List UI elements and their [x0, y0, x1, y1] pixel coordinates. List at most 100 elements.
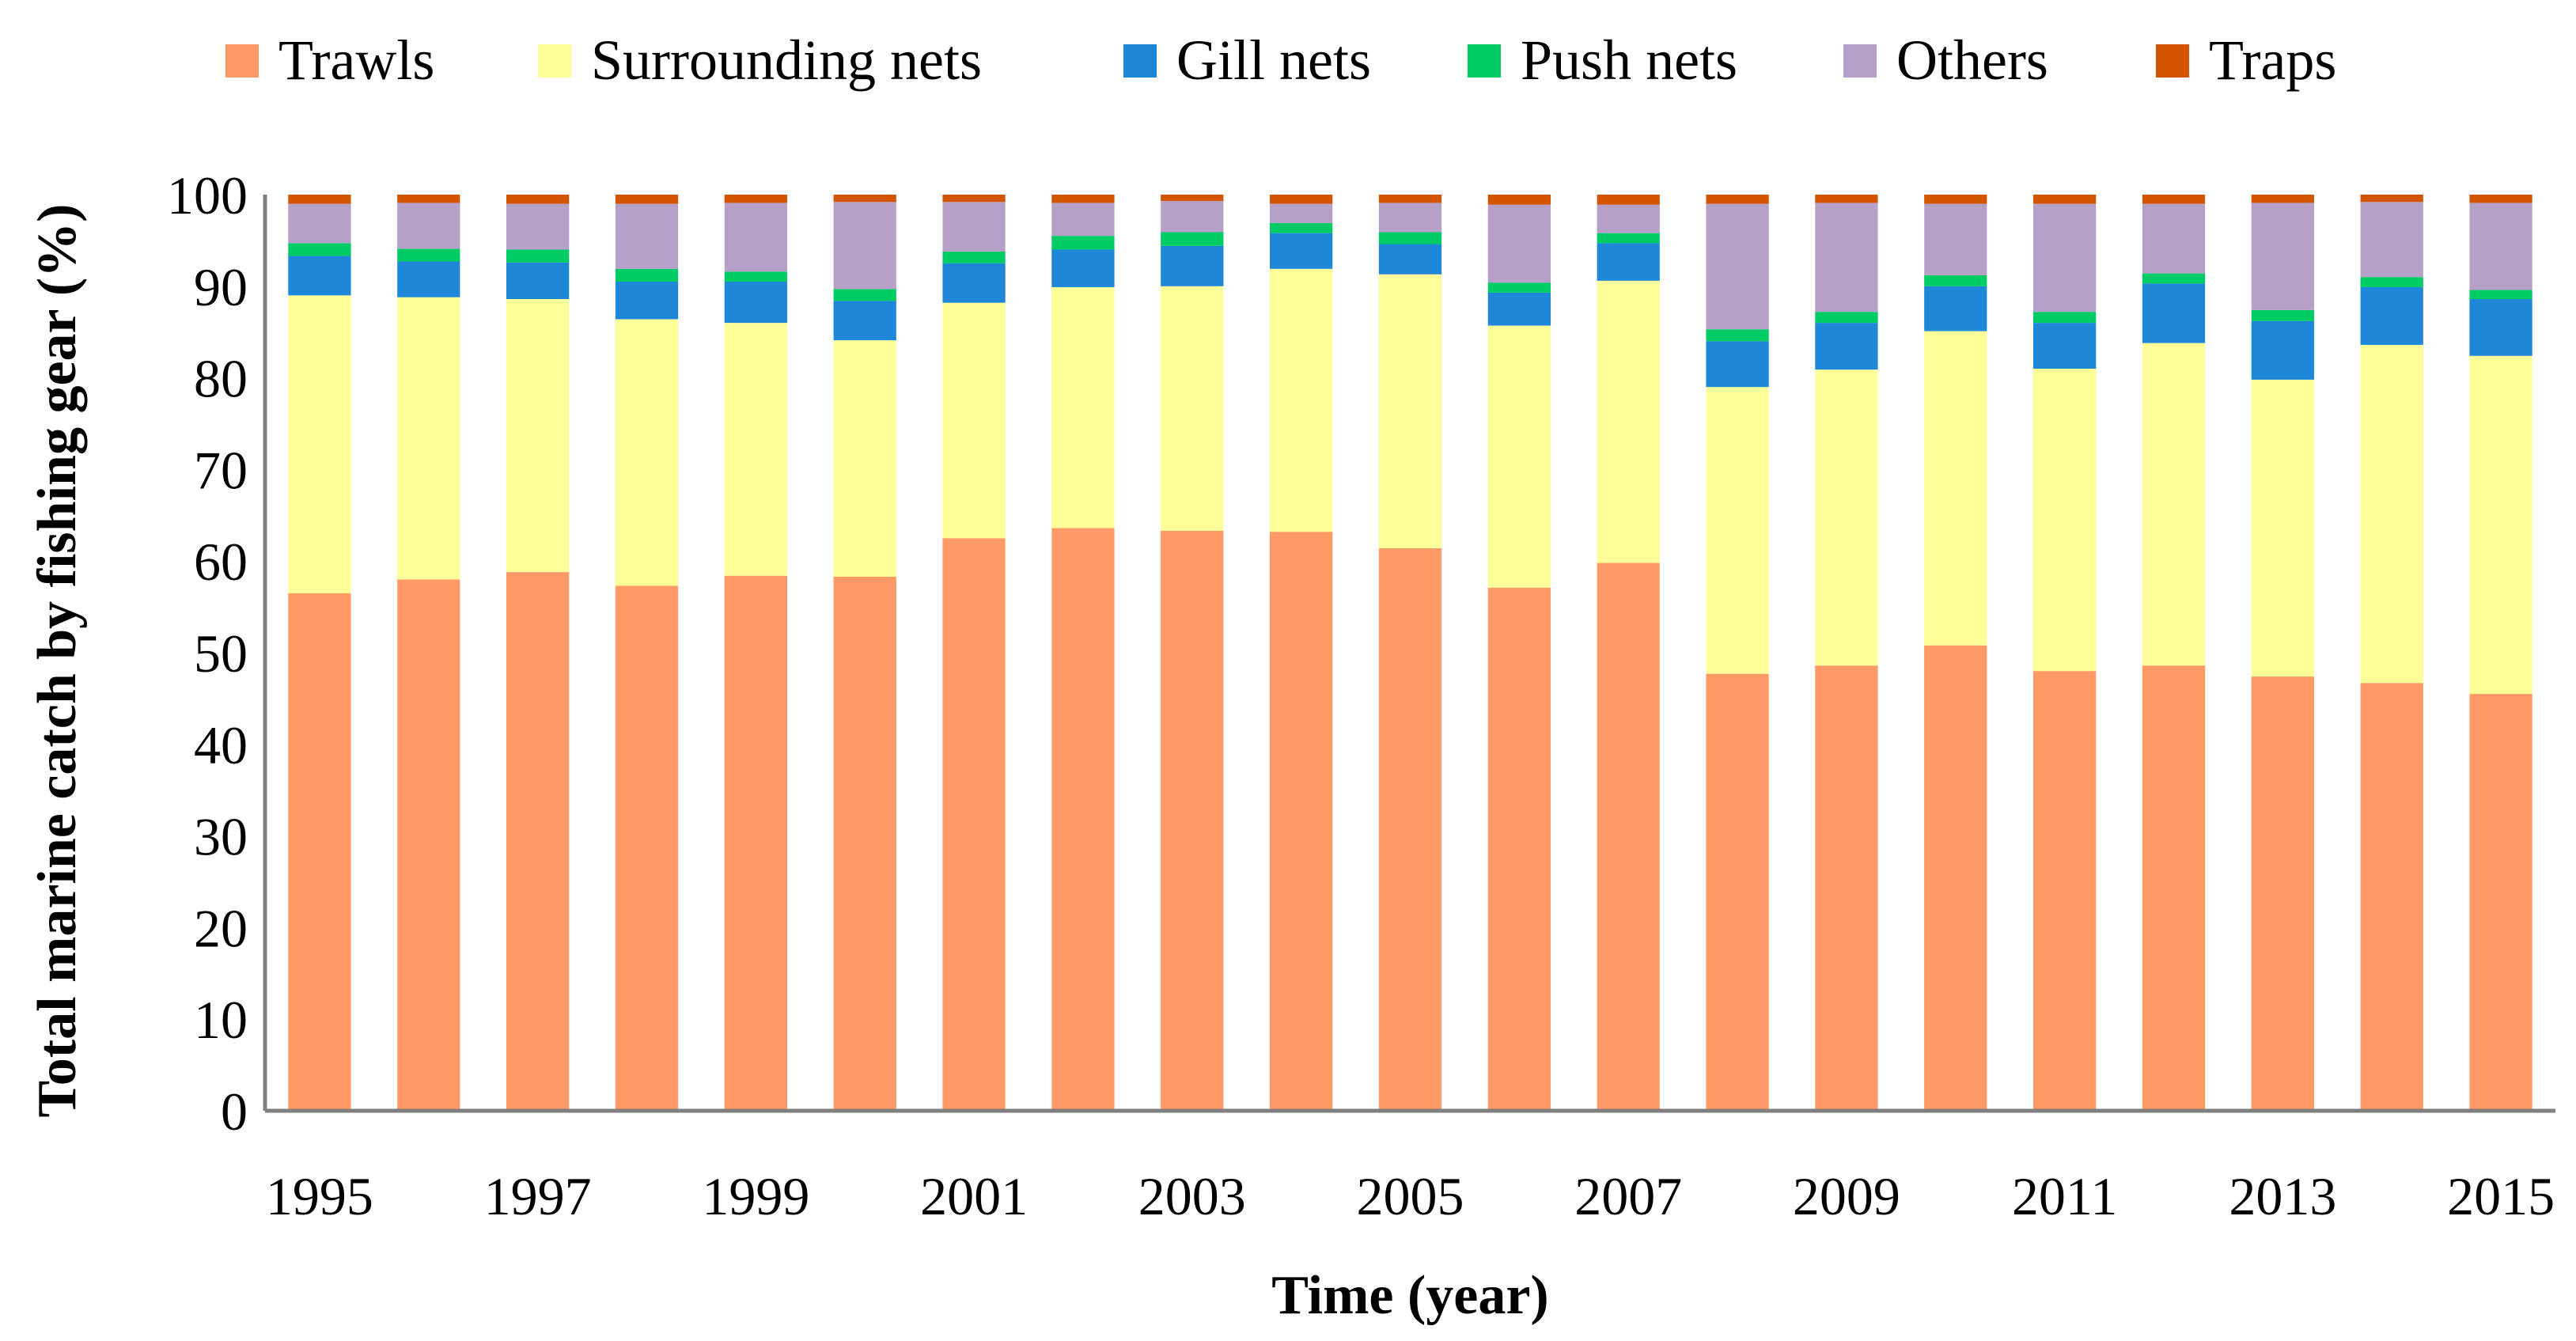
legend-swatch	[538, 44, 571, 78]
y-tick-label: 20	[194, 898, 248, 958]
bar-segment-gill-nets-2007	[1597, 243, 1660, 281]
bar-segment-trawls-2008	[1706, 673, 1769, 1111]
bar-segment-push-nets-2002	[1051, 236, 1115, 250]
bar-stack-2008	[1706, 195, 1769, 1111]
bar-stack-2006	[1487, 195, 1551, 1111]
bar-segment-trawls-2011	[2033, 671, 2097, 1111]
bar-segment-surrounding-nets-2003	[1161, 286, 1224, 531]
bar-segment-others-2006	[1487, 204, 1551, 283]
legend-swatch	[2156, 44, 2189, 78]
legend-label: Trawls	[278, 28, 434, 92]
bar-segment-push-nets-2012	[2142, 273, 2206, 284]
bar-stack-2009	[1815, 195, 1878, 1111]
legend-item-trawls: Trawls	[225, 28, 434, 92]
legend-label: Others	[1896, 28, 2048, 92]
bar-segment-surrounding-nets-1995	[288, 295, 351, 593]
bar-segment-others-1997	[506, 203, 570, 250]
legend-label: Gill nets	[1176, 28, 1371, 92]
bar-stack-1998	[615, 195, 679, 1111]
bar-segment-push-nets-1997	[506, 249, 570, 263]
bar-segment-trawls-2012	[2142, 665, 2206, 1111]
bar-stack-2000	[833, 195, 896, 1111]
bar-stack-2002	[1051, 195, 1115, 1111]
bar-segment-others-1996	[397, 203, 460, 249]
y-tick-label: 70	[194, 440, 248, 500]
bar-segment-surrounding-nets-2012	[2142, 343, 2206, 666]
bar-segment-traps-2006	[1487, 195, 1551, 205]
bar-stack-1999	[724, 195, 787, 1111]
bar-segment-gill-nets-2013	[2251, 320, 2314, 380]
bar-segment-surrounding-nets-1997	[506, 299, 570, 573]
bar-segment-surrounding-nets-2013	[2251, 379, 2314, 677]
bar-stack-1996	[397, 195, 460, 1111]
legend-swatch	[1468, 44, 1501, 78]
bar-segment-traps-1996	[397, 195, 460, 203]
legend-item-surrounding-nets: Surrounding nets	[538, 28, 982, 92]
bar-segment-push-nets-2009	[1815, 312, 1878, 324]
bar-segment-trawls-2007	[1597, 563, 1660, 1111]
x-tick-label: 2001	[920, 1166, 1028, 1226]
bar-segment-others-1999	[724, 203, 787, 272]
bar-segment-push-nets-2007	[1597, 233, 1660, 244]
bar-segment-traps-2013	[2251, 195, 2314, 203]
bar-segment-push-nets-2011	[2033, 312, 2097, 324]
bar-segment-surrounding-nets-2006	[1487, 325, 1551, 588]
bar-stack-2005	[1378, 195, 1442, 1111]
x-tick-label: 2013	[2229, 1166, 2336, 1226]
bar-segment-others-2002	[1051, 203, 1115, 237]
bar-segment-others-2004	[1270, 203, 1333, 223]
bar-segment-gill-nets-2008	[1706, 341, 1769, 388]
legend-item-gill-nets: Gill nets	[1123, 28, 1371, 92]
bar-segment-others-2003	[1161, 201, 1224, 233]
bar-stack-2001	[942, 195, 1006, 1111]
bar-segment-trawls-2014	[2360, 683, 2423, 1111]
bar-segment-push-nets-2008	[1706, 329, 1769, 342]
bar-segment-trawls-2010	[1924, 645, 1987, 1111]
bar-stack-2010	[1924, 195, 1987, 1111]
bar-segment-others-2011	[2033, 203, 2097, 313]
bar-segment-trawls-1998	[615, 585, 679, 1111]
x-tick-label: 2011	[2012, 1166, 2117, 1226]
y-tick-label: 100	[167, 165, 248, 225]
bar-segment-trawls-2006	[1487, 587, 1551, 1111]
bar-segment-gill-nets-2015	[2469, 299, 2532, 356]
bar-segment-gill-nets-2000	[833, 301, 896, 341]
x-tick-label: 2015	[2447, 1166, 2555, 1226]
bar-segment-surrounding-nets-2008	[1706, 387, 1769, 674]
bar-segment-trawls-2004	[1270, 532, 1333, 1111]
y-tick-label: 40	[194, 715, 248, 775]
bar-segment-others-2005	[1378, 203, 1442, 233]
x-tick-label: 2009	[1793, 1166, 1900, 1226]
bar-segment-surrounding-nets-2015	[2469, 355, 2532, 695]
bar-segment-surrounding-nets-2000	[833, 340, 896, 577]
bar-segment-traps-2011	[2033, 195, 2097, 204]
bar-segment-others-2013	[2251, 203, 2314, 310]
bar-stack-2003	[1161, 195, 1224, 1111]
bar-segment-surrounding-nets-2009	[1815, 369, 1878, 666]
bar-segment-traps-2005	[1378, 195, 1442, 203]
bar-stack-1995	[288, 195, 351, 1111]
bar-segment-surrounding-nets-2002	[1051, 286, 1115, 528]
bar-segment-gill-nets-1996	[397, 261, 460, 297]
y-tick-labels: 0 10 20 30 40 50 60 70 80 90 100	[167, 165, 248, 1142]
bar-segment-others-2008	[1706, 203, 1769, 330]
bar-segment-traps-2001	[942, 195, 1006, 203]
bar-segment-gill-nets-2010	[1924, 286, 1987, 331]
bar-segment-push-nets-1996	[397, 248, 460, 262]
x-tick-label: 2007	[1574, 1166, 1682, 1226]
bar-segment-gill-nets-2006	[1487, 292, 1551, 326]
bar-segment-surrounding-nets-2005	[1378, 274, 1442, 548]
bar-segment-push-nets-1998	[615, 268, 679, 282]
legend: Trawls Surrounding nets Gill nets Push nets…	[225, 28, 2336, 92]
legend-swatch	[1123, 44, 1157, 78]
bar-segment-gill-nets-2012	[2142, 283, 2206, 343]
legend-swatch	[225, 44, 259, 78]
bar-segment-surrounding-nets-1996	[397, 297, 460, 580]
bar-segment-others-2012	[2142, 203, 2206, 274]
bar-stack-1997	[506, 195, 570, 1111]
bar-segment-trawls-2002	[1051, 528, 1115, 1111]
bar-segment-traps-2009	[1815, 195, 1878, 203]
bar-segment-push-nets-2013	[2251, 309, 2314, 321]
bar-segment-others-2007	[1597, 204, 1660, 233]
